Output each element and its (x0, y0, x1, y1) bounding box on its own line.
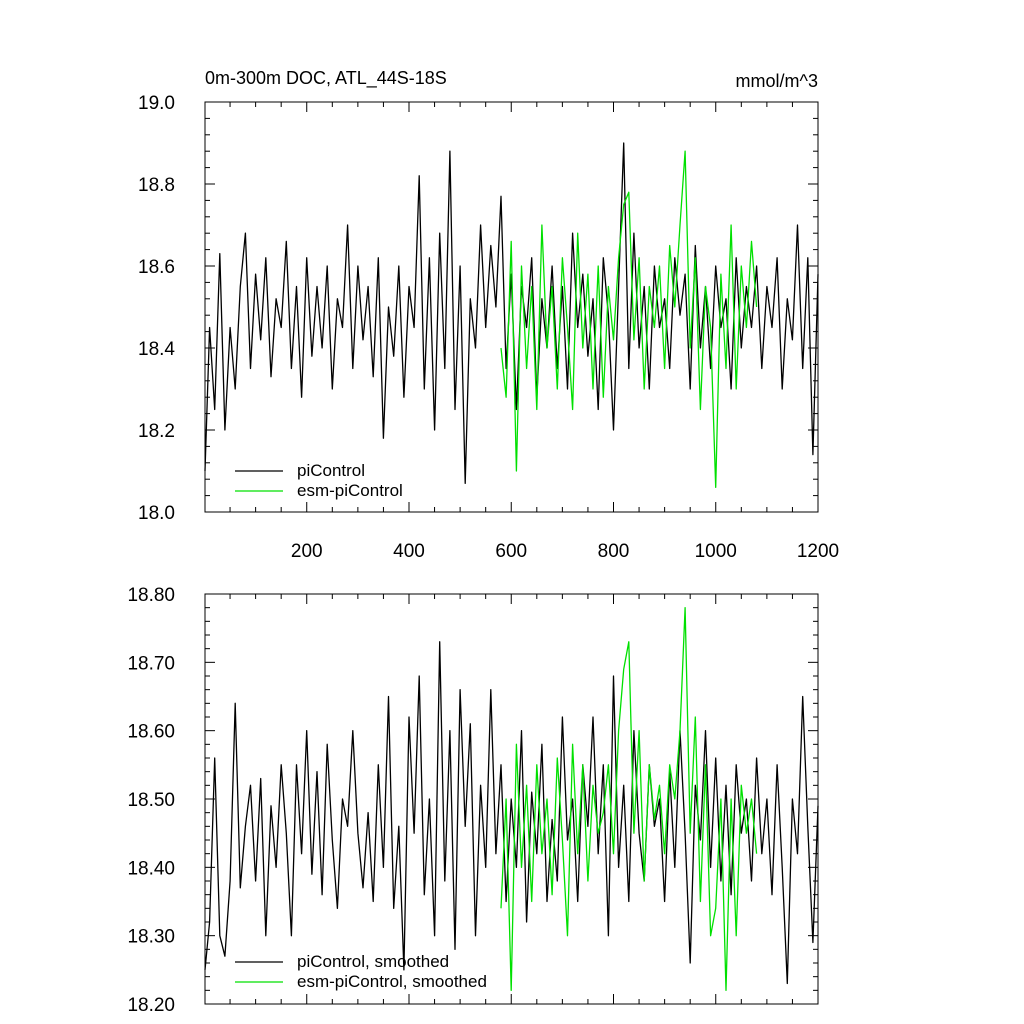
top-series-line-esm-picontrol (500, 150, 758, 489)
top-x-tick-label: 200 (291, 541, 323, 562)
bottom-y-tick-label: 18.50 (127, 790, 175, 811)
top-series-line-picontrol (204, 142, 819, 484)
bottom-legend-label-picontrol: piControl, smoothed (297, 952, 449, 971)
top-chart-title: 0m-300m DOC, ATL_44S-18S (205, 68, 447, 89)
bottom-series-line-picontrol (204, 641, 819, 985)
top-x-tick-label: 1000 (695, 541, 737, 562)
bottom-y-tick-label: 18.30 (127, 927, 175, 948)
top-y-tick-label: 18.4 (138, 339, 175, 360)
top-chart-units: mmol/m^3 (736, 71, 818, 91)
bottom-y-tick-label: 18.70 (127, 653, 175, 674)
bottom-y-tick-label: 18.80 (127, 585, 175, 606)
top-y-tick-label: 18.2 (138, 421, 175, 442)
top-y-tick-label: 18.8 (138, 175, 175, 196)
bottom-y-tick-label: 18.40 (127, 858, 175, 879)
top-legend-label-picontrol: piControl (297, 461, 365, 480)
bottom-axis-ticks: 18.20 18.30 18.40 18.50 18.60 18.70 18.80 (127, 585, 819, 1016)
top-x-tick-label: 600 (495, 541, 527, 562)
top-x-tick-label: 800 (598, 541, 630, 562)
bottom-legend-label-esm: esm-piControl, smoothed (297, 972, 487, 991)
top-series-group (204, 142, 819, 489)
top-y-tick-label: 18.6 (138, 257, 175, 278)
top-axis-ticks: 200 400 600 800 1000 1200 18.0 18.2 18.4 18.6 18.8… (138, 93, 839, 562)
top-legend-label-esm: esm-piControl (297, 481, 403, 500)
top-y-tick-label: 19.0 (138, 93, 175, 114)
bottom-y-tick-label: 18.20 (127, 995, 175, 1016)
bottom-legend: piControl, smoothed esm-piControl, smoot… (235, 952, 487, 991)
top-panel: 0m-300m DOC, ATL_44S-18S mmol/m^3 200 400… (138, 68, 839, 562)
bottom-y-tick-label: 18.60 (127, 722, 175, 743)
top-legend: piControl esm-piControl (235, 461, 403, 500)
bottom-series-group (204, 607, 819, 991)
top-x-tick-label: 400 (393, 541, 425, 562)
top-x-tick-label: 1200 (797, 541, 839, 562)
bottom-panel: 18.20 18.30 18.40 18.50 18.60 18.70 18.80 piCo… (127, 585, 819, 1016)
top-y-tick-label: 18.0 (138, 503, 175, 524)
bottom-series-line-esm-picontrol (500, 607, 758, 991)
